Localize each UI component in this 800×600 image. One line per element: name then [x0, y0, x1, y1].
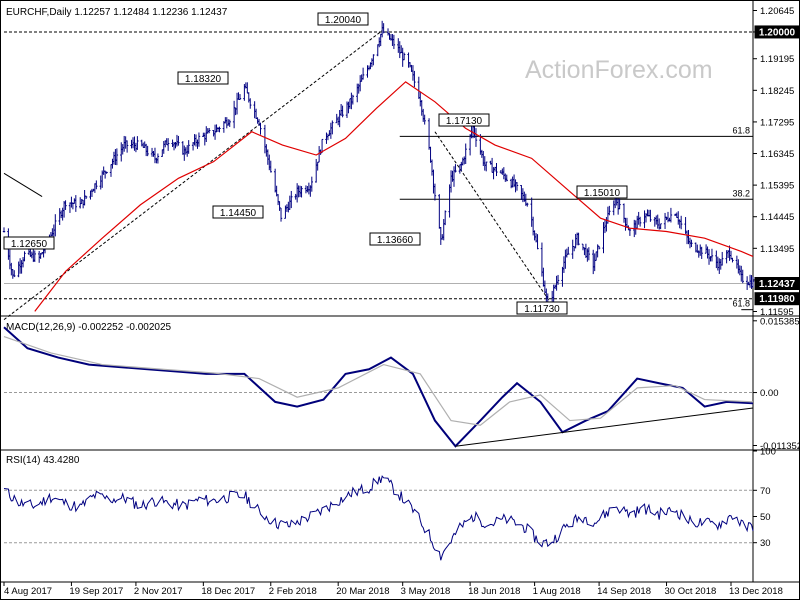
price-annotation-label: 1.18320: [185, 74, 222, 85]
price-annotation-box: [576, 185, 628, 199]
price-tick-label: 1.16345: [760, 149, 794, 160]
candlestick-series: [2, 20, 755, 311]
price-tick-label: 1.17295: [760, 117, 794, 128]
rsi-tick-label: 70: [760, 486, 771, 497]
time-tick-label: 20 Mar 2018: [336, 586, 389, 597]
price-annotation-label: 1.13660: [377, 235, 414, 246]
price-annotation-label: 1.12650: [11, 239, 48, 250]
macd-title: MACD(12,26,9) -0.002252 -0.002025: [6, 322, 172, 333]
time-tick-label: 14 Sep 2018: [597, 586, 651, 597]
time-tick-label: 4 Aug 2017: [4, 586, 52, 597]
macd-tick-label: -0.011352: [760, 441, 800, 452]
rsi-tick-label: 50: [760, 512, 771, 523]
price-annotation-label: 1.14450: [220, 208, 257, 219]
time-tick-label: 2 Nov 2017: [134, 586, 183, 597]
level-tag-1.11980-bg: [754, 292, 800, 306]
current-price-tag-bg: [754, 277, 800, 290]
level-tag-1.11980: 1.11980: [759, 294, 795, 305]
moving-average-line: [34, 81, 754, 312]
price-annotation-label: 1.17130: [446, 116, 483, 127]
fib-label: 61.8: [732, 299, 750, 309]
time-tick-label: 3 May 2018: [401, 586, 451, 597]
time-tick-label: 18 Jun 2018: [468, 586, 520, 597]
price-tick-label: 1.20645: [760, 6, 794, 17]
macd-signal-line: [3, 336, 754, 426]
price-annotation-label: 1.20040: [325, 15, 362, 26]
price-annotation-box: [438, 113, 490, 127]
price-annotation-box: [3, 236, 55, 250]
fib-label: 61.8: [732, 125, 750, 135]
trendline-dashed-up: [3, 30, 383, 321]
price-tick-label: 1.11595: [760, 307, 794, 318]
price-tick-label: 1.18245: [760, 86, 794, 97]
rsi-title: RSI(14) 43.4280: [6, 455, 80, 466]
macd-tick-label: 0.015385: [760, 316, 800, 327]
price-tick-label: 1.19195: [760, 54, 794, 65]
trendline-dashed-down: [434, 131, 552, 304]
price-tick-label: 1.14445: [760, 212, 794, 223]
time-tick-label: 2 Feb 2018: [269, 586, 317, 597]
chart-header: EURCHF,Daily 1.12257 1.12484 1.12236 1.1…: [6, 7, 228, 18]
price-annotation-box: [369, 232, 421, 246]
macd-tick-label: 0.00: [760, 388, 779, 399]
rsi-tick-label: 100: [760, 447, 776, 458]
watermark: ActionForex.com: [525, 56, 713, 84]
time-tick-label: 13 Dec 2018: [729, 586, 783, 597]
level-tag-1.20000: 1.20000: [759, 27, 796, 38]
level-tag-1.20000-bg: [754, 25, 800, 39]
time-tick-label: 1 Aug 2018: [533, 586, 581, 597]
price-annotation-box: [212, 205, 264, 219]
time-tick-label: 19 Sep 2017: [69, 586, 123, 597]
price-annotation-label: 1.11730: [524, 304, 560, 315]
macd-line: [3, 326, 754, 448]
rsi-tick-label: 30: [760, 538, 771, 549]
price-annotation-label: 1.15010: [584, 188, 621, 199]
current-price-tag: 1.12437: [759, 279, 796, 290]
rsi-line: [3, 475, 754, 561]
price-annotation-box: [317, 12, 369, 26]
price-annotation-box: [516, 301, 568, 315]
trendline-down: [3, 172, 43, 198]
time-tick-label: 18 Dec 2017: [201, 586, 255, 597]
time-tick-label: 30 Oct 2018: [665, 586, 717, 597]
fib-label: 38.2: [732, 188, 750, 198]
macd-trendline: [455, 407, 754, 447]
price-annotation-box: [177, 71, 229, 85]
price-tick-label: 1.15395: [760, 181, 794, 192]
price-tick-label: 1.13495: [760, 244, 794, 255]
